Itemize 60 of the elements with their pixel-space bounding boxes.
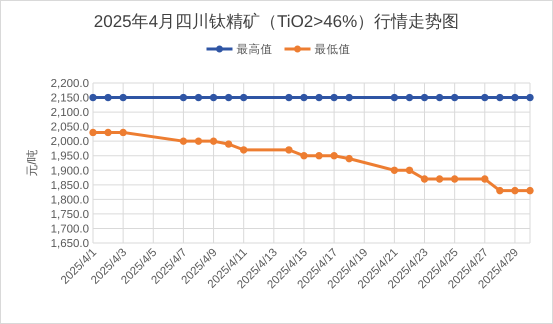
y-tick-label: 2,100.0	[50, 107, 89, 120]
point	[345, 94, 353, 102]
y-axis-title: 元/吨	[25, 149, 39, 177]
point	[285, 94, 293, 102]
point	[119, 128, 127, 136]
y-tick-label: 1,800.0	[50, 194, 89, 206]
point	[300, 94, 308, 102]
point	[420, 175, 428, 183]
chart-title: 2025年4月四川钛精矿（TiO2>46%）行情走势图	[94, 12, 460, 31]
point	[481, 175, 488, 183]
point	[390, 166, 398, 174]
point	[180, 94, 188, 102]
point	[420, 94, 428, 102]
point	[511, 94, 519, 102]
point	[406, 166, 414, 174]
y-tick-label: 2,200.0	[50, 78, 89, 90]
legend-label: 最低值	[314, 43, 350, 56]
point	[89, 128, 97, 136]
point	[104, 94, 112, 102]
point	[104, 128, 112, 136]
point	[511, 186, 519, 194]
point	[194, 137, 202, 145]
point	[224, 94, 232, 102]
point	[450, 94, 458, 102]
point	[210, 94, 218, 102]
point	[345, 154, 353, 162]
point	[436, 175, 444, 183]
point	[285, 146, 293, 154]
point	[315, 152, 323, 160]
y-tick-label: 1,950.0	[50, 150, 89, 163]
point	[89, 94, 97, 102]
point	[406, 94, 414, 102]
y-tick-label: 1,750.0	[50, 208, 89, 221]
point	[240, 146, 248, 154]
point	[450, 175, 458, 183]
y-tick-label: 1,900.0	[50, 165, 89, 178]
point	[330, 152, 338, 160]
point	[300, 152, 308, 160]
point	[315, 94, 323, 102]
y-tick-label: 1,700.0	[50, 223, 89, 236]
point	[526, 94, 534, 102]
point	[390, 94, 398, 102]
legend-label: 最高值	[236, 42, 272, 56]
y-tick-label: 1,850.0	[50, 180, 89, 192]
point	[496, 94, 504, 102]
point	[240, 94, 248, 102]
point	[481, 94, 488, 102]
point	[210, 137, 218, 145]
point	[436, 94, 444, 102]
point	[119, 94, 127, 102]
y-tick-label: 1,650.0	[50, 238, 89, 250]
point	[180, 137, 188, 145]
point	[496, 186, 504, 194]
y-tick-label: 2,150.0	[50, 92, 89, 105]
y-tick-label: 2,000.0	[50, 136, 89, 148]
y-tick-label: 2,050.0	[50, 122, 89, 134]
point	[224, 140, 232, 148]
point	[194, 94, 202, 102]
point	[330, 94, 338, 102]
point	[526, 186, 534, 194]
